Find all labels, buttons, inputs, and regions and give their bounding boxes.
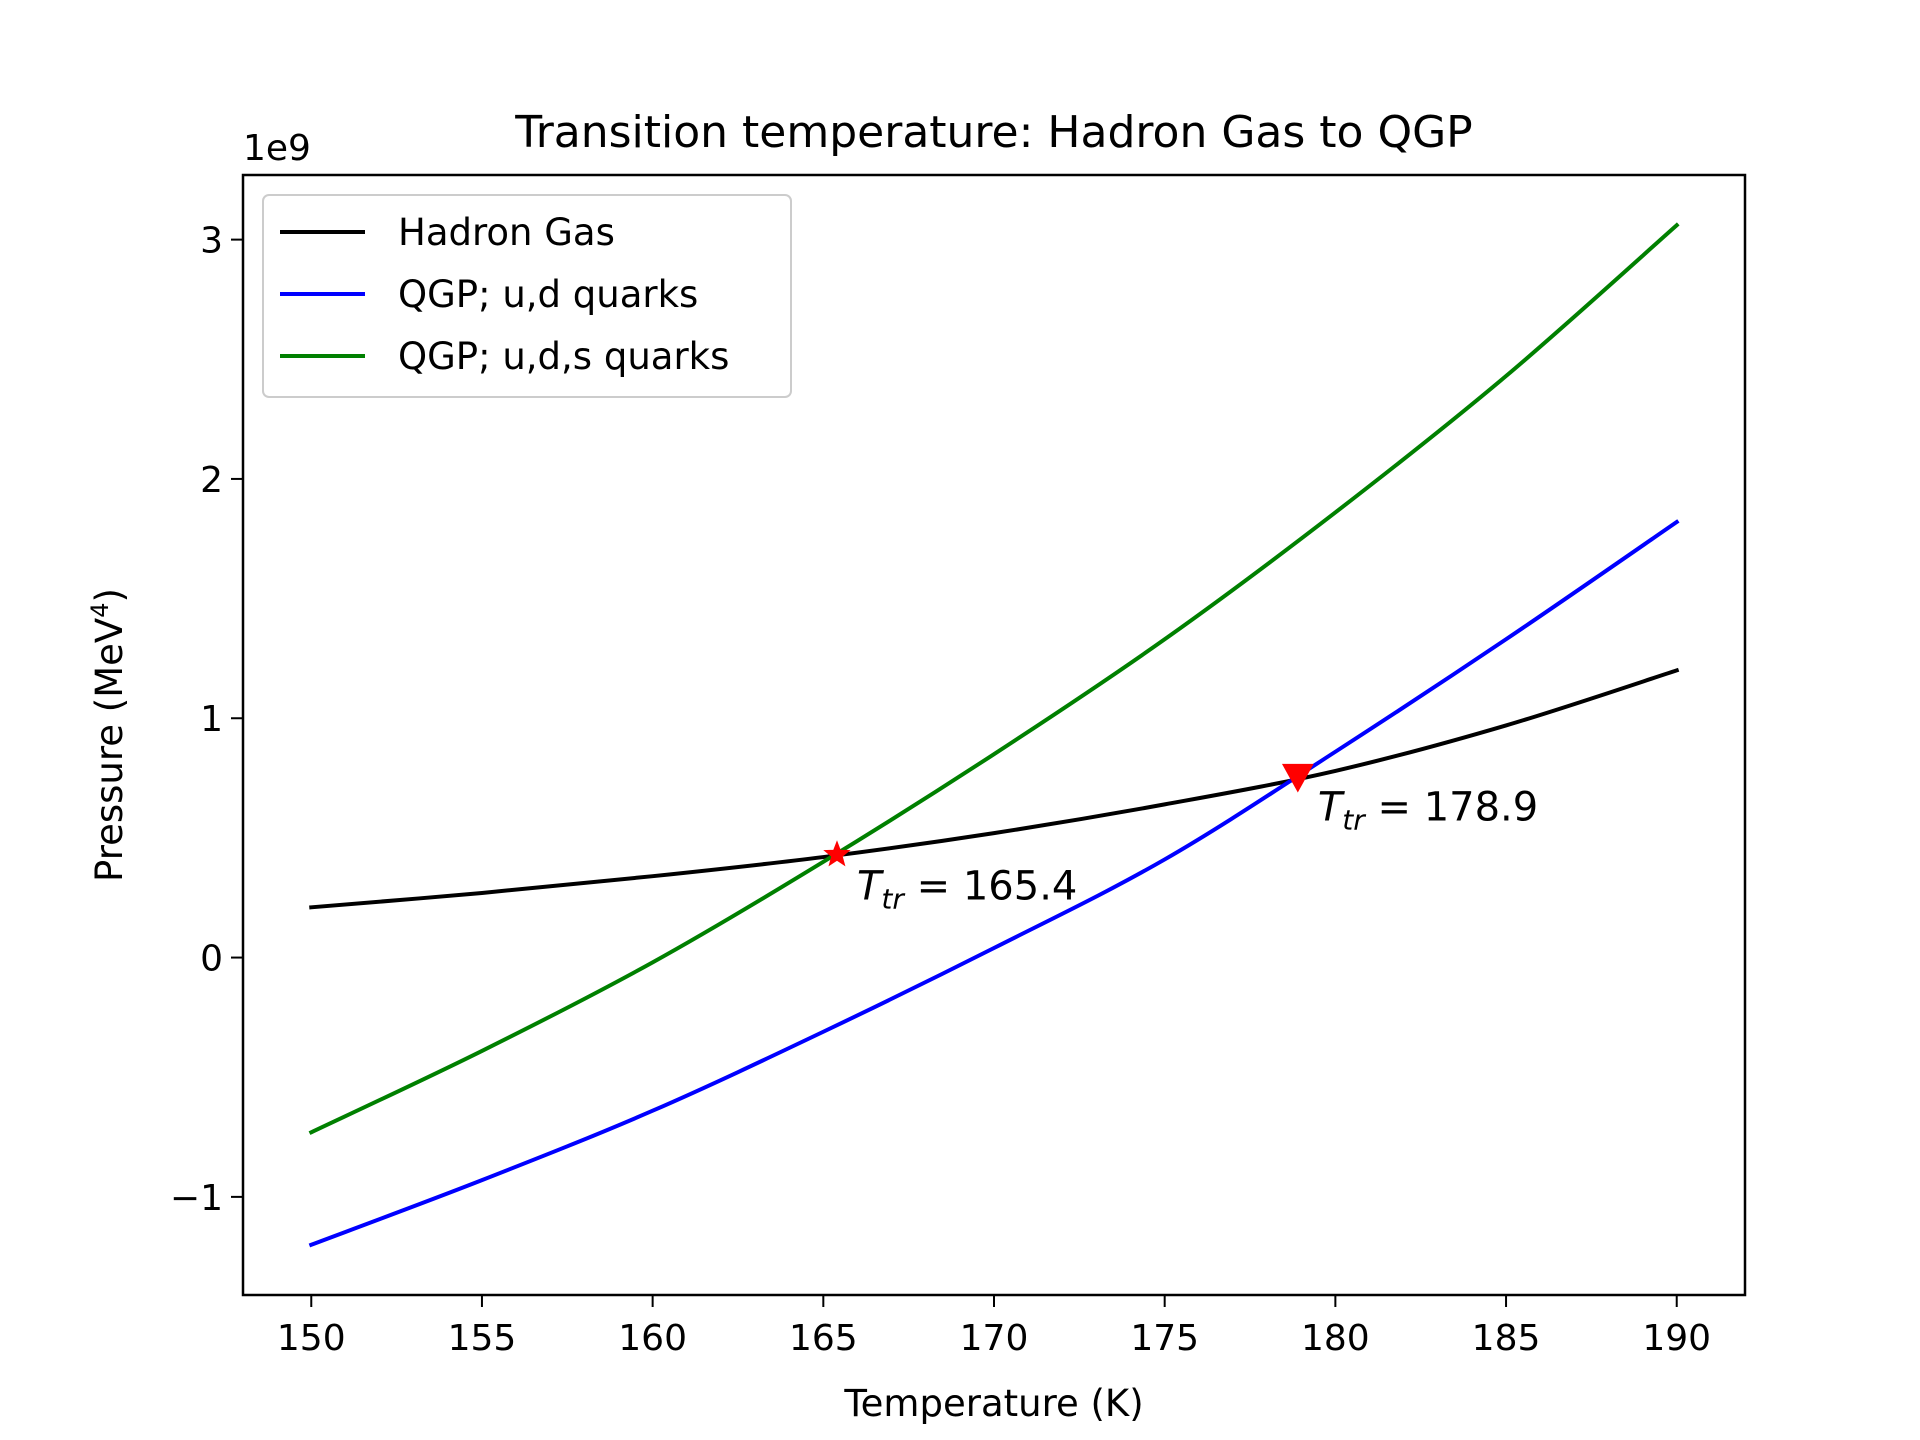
annotation-value: = 178.9 (1365, 785, 1538, 831)
x-tick-label: 160 (618, 1318, 687, 1359)
series-line-1 (309, 667, 1680, 910)
y-axis-label-text: Pressure (MeV (88, 618, 131, 882)
plot-frame (241, 173, 1747, 1297)
chart-title: Transition temperature: Hadron Gas to QG… (514, 107, 1472, 158)
intersection-markers (823, 763, 1314, 867)
marker-star (823, 840, 851, 867)
y-tick-label: −1 (170, 1178, 223, 1219)
series-lines (308, 222, 1680, 1248)
annotation-value: = 165.4 (904, 864, 1077, 910)
x-tick-label: 165 (789, 1318, 858, 1359)
y-tick-label: 1 (200, 699, 223, 740)
y-axis-label-close: ) (88, 588, 131, 602)
annotation-subscript: tr (881, 883, 905, 916)
x-axis-label: Temperature (K) (843, 1382, 1143, 1425)
y-offset-label: 1e9 (243, 128, 311, 169)
legend-label: QGP; u,d quarks (398, 273, 698, 316)
annotation-symbol: T (857, 864, 885, 910)
x-axis-ticks: 150 155 160 165 170 175 180 185 190 (277, 1295, 1711, 1359)
legend-label: Hadron Gas (398, 211, 615, 254)
x-tick-label: 190 (1642, 1318, 1711, 1359)
y-axis-ticks: −1 0 1 2 3 (170, 221, 243, 1219)
annotation-2: Ttr = 178.9 (1318, 785, 1538, 837)
y-axis-label: Pressure (MeV4) (86, 588, 131, 882)
series-line-2 (308, 519, 1680, 1248)
y-tick-label: 3 (200, 221, 223, 262)
y-axis-label-superscript: 4 (86, 602, 114, 617)
x-tick-label: 175 (1130, 1318, 1199, 1359)
y-tick-label: 2 (200, 460, 223, 501)
y-tick-label: 0 (200, 939, 223, 980)
x-tick-label: 170 (960, 1318, 1029, 1359)
annotation-1: Ttr = 165.4 (857, 864, 1077, 916)
x-tick-label: 155 (448, 1318, 517, 1359)
annotation-symbol: T (1318, 785, 1346, 831)
series-line-3 (308, 222, 1680, 1135)
legend: Hadron Gas QGP; u,d quarks QGP; u,d,s quar… (262, 194, 792, 398)
marker-triangle-down (1281, 763, 1314, 793)
annotation-subscript: tr (1342, 804, 1366, 837)
x-tick-label: 185 (1472, 1318, 1541, 1359)
x-tick-label: 150 (277, 1318, 346, 1359)
x-tick-label: 180 (1301, 1318, 1370, 1359)
legend-frame (262, 194, 792, 398)
legend-label: QGP; u,d,s quarks (398, 335, 729, 378)
